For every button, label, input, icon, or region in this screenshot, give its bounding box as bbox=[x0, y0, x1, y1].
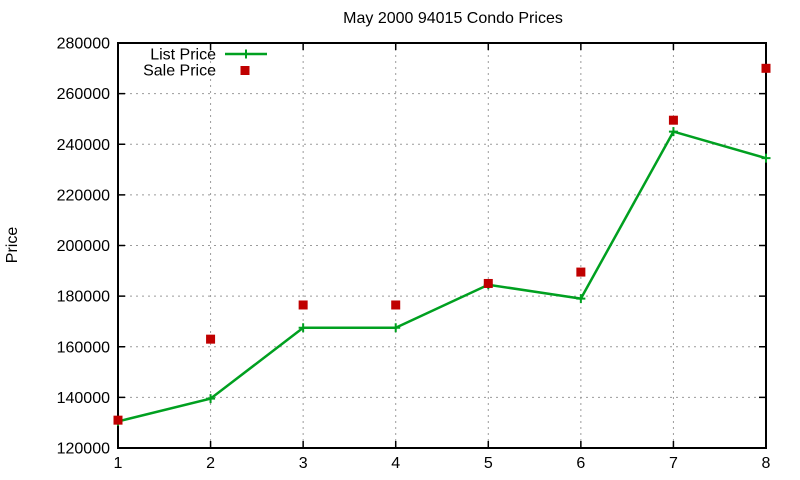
sale-price-point bbox=[576, 267, 586, 277]
list-price-point bbox=[761, 153, 771, 163]
legend-item-sale-price: Sale Price bbox=[143, 63, 250, 80]
list-price-point bbox=[206, 394, 216, 404]
y-tick-label: 160000 bbox=[57, 339, 110, 356]
series-layer bbox=[113, 63, 771, 426]
sale-price-point bbox=[668, 115, 678, 125]
plot-border bbox=[117, 42, 767, 449]
sale-price-point bbox=[483, 278, 493, 288]
sale-price-point bbox=[113, 415, 123, 425]
legend-label-sale-price: Sale Price bbox=[143, 63, 216, 80]
y-tick-label: 120000 bbox=[57, 441, 110, 458]
y-tick-label: 220000 bbox=[57, 187, 110, 204]
legend-square-marker-icon bbox=[240, 66, 250, 75]
list-price-line bbox=[117, 130, 767, 423]
x-tick-label: 7 bbox=[669, 455, 678, 472]
x-tick-label: 5 bbox=[484, 455, 493, 472]
chart-title: May 2000 94015 Condo Prices bbox=[343, 10, 563, 27]
legend-plus-marker-icon bbox=[241, 49, 251, 59]
sale-price-point bbox=[761, 63, 771, 73]
x-tick-label: 8 bbox=[762, 455, 771, 472]
x-tick-label: 3 bbox=[299, 455, 308, 472]
list-price-point bbox=[391, 323, 401, 333]
axes-layer bbox=[117, 42, 767, 449]
y-tick-label: 200000 bbox=[57, 238, 110, 255]
list-price-point bbox=[576, 294, 586, 304]
x-tick-label: 6 bbox=[576, 455, 585, 472]
x-tick-label: 4 bbox=[391, 455, 400, 472]
sale-price-point bbox=[206, 334, 216, 344]
legend-label-list-price: List Price bbox=[150, 47, 216, 64]
y-tick-label: 240000 bbox=[57, 137, 110, 154]
grid-layer bbox=[118, 43, 766, 448]
sale-price-point bbox=[391, 300, 401, 310]
legend: List Price Sale Price bbox=[143, 47, 267, 80]
y-axis-label: Price bbox=[4, 227, 21, 264]
y-tick-label: 260000 bbox=[57, 86, 110, 103]
list-price-point bbox=[668, 127, 678, 137]
x-tick-label: 1 bbox=[114, 455, 123, 472]
list-price-point bbox=[298, 323, 308, 333]
y-tick-label: 140000 bbox=[57, 390, 110, 407]
y-tick-label: 180000 bbox=[57, 289, 110, 306]
x-tick-label: 2 bbox=[206, 455, 215, 472]
sale-price-point bbox=[298, 300, 308, 310]
legend-item-list-price: List Price bbox=[150, 47, 267, 64]
y-tick-label: 280000 bbox=[57, 36, 110, 53]
tick-labels-layer: 1 2 3 4 5 6 7 8 120000 140000 160000 180000 200000 22… bbox=[57, 36, 771, 473]
